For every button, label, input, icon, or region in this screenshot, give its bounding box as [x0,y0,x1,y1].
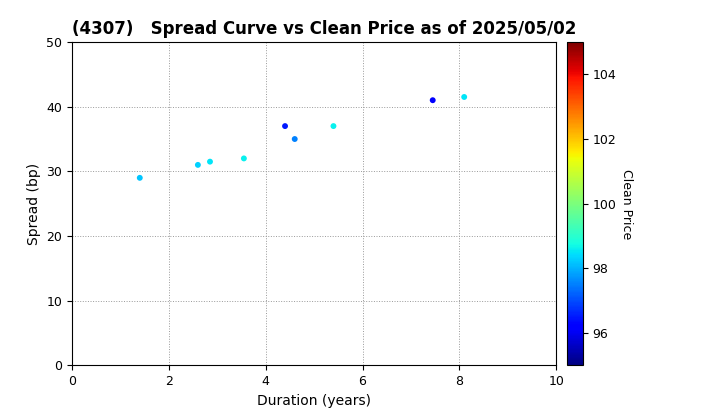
Text: (4307)   Spread Curve vs Clean Price as of 2025/05/02: (4307) Spread Curve vs Clean Price as of… [72,20,577,38]
Y-axis label: Spread (bp): Spread (bp) [27,163,41,245]
Point [238,155,250,162]
Point [192,162,204,168]
X-axis label: Duration (years): Duration (years) [257,394,371,408]
Point [204,158,216,165]
Point [289,136,300,142]
Point [427,97,438,104]
Point [134,174,145,181]
Point [328,123,339,129]
Point [459,94,470,100]
Y-axis label: Clean Price: Clean Price [620,168,633,239]
Point [279,123,291,129]
